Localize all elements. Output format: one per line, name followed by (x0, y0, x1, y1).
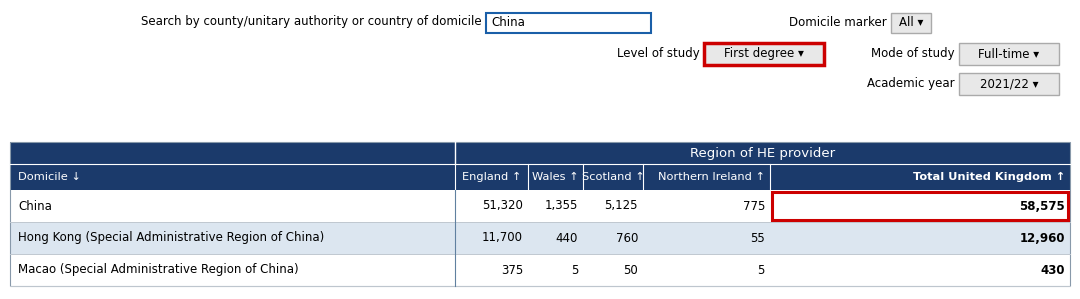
Bar (10, 190, 1070, 222)
Bar (455, 142, 1070, 164)
Text: 12,960: 12,960 (1020, 231, 1065, 245)
Text: Mode of study: Mode of study (872, 47, 955, 60)
Text: England ↑: England ↑ (462, 172, 522, 182)
Text: Region of HE provider: Region of HE provider (690, 147, 835, 159)
Text: 58,575: 58,575 (1020, 199, 1065, 213)
Text: Macao (Special Administrative Region of China): Macao (Special Administrative Region of … (18, 263, 299, 277)
Bar (643, 164, 770, 190)
Text: Total United Kingdom ↑: Total United Kingdom ↑ (913, 172, 1065, 182)
Text: Domicile ↓: Domicile ↓ (18, 172, 81, 182)
Bar (583, 164, 643, 190)
Text: 50: 50 (623, 263, 638, 277)
Text: 5,125: 5,125 (605, 199, 638, 213)
Text: China: China (491, 16, 525, 28)
Text: Scotland ↑: Scotland ↑ (582, 172, 645, 182)
Bar (10, 142, 1070, 286)
Bar (486, 13, 651, 33)
Bar (528, 164, 583, 190)
Text: 11,700: 11,700 (482, 231, 523, 245)
Text: 2021/22 ▾: 2021/22 ▾ (980, 77, 1038, 91)
Text: Level of study: Level of study (618, 47, 700, 60)
Text: Domicile marker: Domicile marker (789, 16, 887, 28)
Text: 375: 375 (501, 263, 523, 277)
Bar (891, 13, 931, 33)
Bar (704, 43, 824, 65)
Text: China: China (18, 199, 52, 213)
Text: 55: 55 (751, 231, 765, 245)
Text: Hong Kong (Special Administrative Region of China): Hong Kong (Special Administrative Region… (18, 231, 324, 245)
Text: 440: 440 (555, 231, 578, 245)
Bar (10, 164, 455, 190)
Bar (10, 142, 455, 164)
Text: 775: 775 (743, 199, 765, 213)
Bar (959, 43, 1059, 65)
Text: Northern Ireland ↑: Northern Ireland ↑ (658, 172, 765, 182)
Text: 51,320: 51,320 (482, 199, 523, 213)
Bar (10, 254, 1070, 286)
Text: Wales ↑: Wales ↑ (532, 172, 579, 182)
Text: 5: 5 (570, 263, 578, 277)
Text: Full-time ▾: Full-time ▾ (978, 48, 1040, 60)
Text: First degree ▾: First degree ▾ (724, 48, 804, 60)
Text: Search by county/unitary authority or country of domicile: Search by county/unitary authority or co… (141, 16, 482, 28)
Bar (455, 164, 528, 190)
Text: 1,355: 1,355 (544, 199, 578, 213)
Text: 430: 430 (1040, 263, 1065, 277)
Bar (772, 192, 1068, 220)
Text: 5: 5 (758, 263, 765, 277)
Bar (770, 164, 1070, 190)
Bar (10, 222, 1070, 254)
Text: 760: 760 (616, 231, 638, 245)
Text: Academic year: Academic year (867, 77, 955, 89)
Bar (959, 73, 1059, 95)
Text: All ▾: All ▾ (899, 16, 923, 30)
